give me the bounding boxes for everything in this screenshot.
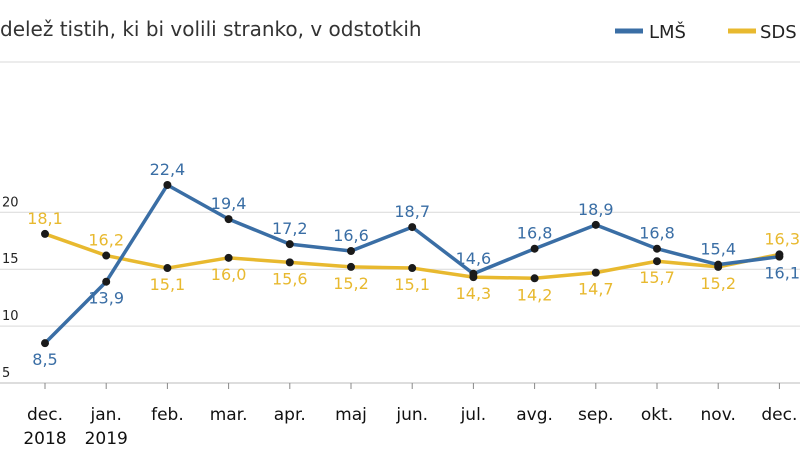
data-point-sds	[102, 251, 111, 260]
data-label-lms: 16,8	[517, 224, 553, 243]
x-tick-label: sep.	[578, 405, 614, 425]
data-label-lms: 15,4	[700, 240, 736, 259]
data-point-sds	[591, 268, 600, 277]
data-label-sds: 15,7	[639, 268, 675, 287]
data-label-sds: 16,2	[88, 231, 124, 250]
data-point-lms	[408, 223, 417, 232]
legend-label-sds: SDS	[760, 22, 797, 43]
data-point-lms	[102, 277, 111, 286]
data-label-sds: 15,1	[394, 275, 430, 294]
y-tick-label: 15	[2, 252, 19, 267]
data-label-lms: 14,6	[456, 249, 492, 268]
legend: LMŠ SDS	[615, 21, 797, 43]
data-point-lms	[163, 180, 172, 189]
data-label-sds: 15,2	[333, 274, 369, 293]
y-axis-ticks: 5 10 15 20	[2, 195, 19, 381]
x-tick-label: 2018	[23, 429, 66, 449]
x-tick-label: avg.	[516, 405, 553, 425]
data-label-lms: 16,6	[333, 226, 369, 245]
x-tick-label: mar.	[210, 405, 248, 425]
legend-label-lms: LMŠ	[649, 21, 686, 43]
data-point-sds	[408, 264, 417, 273]
data-label-lms: 8,5	[32, 350, 57, 369]
data-point-sds	[41, 229, 49, 238]
data-label-lms: 16,1	[764, 264, 800, 283]
series	[41, 180, 784, 348]
x-tick-label: jun.	[395, 405, 428, 425]
data-point-lms	[714, 260, 723, 269]
x-axis-ticks: dec. 2018 jan. 2019 feb. mar. apr. maj jun. jul. a…	[0, 382, 800, 449]
data-label-lms: 22,4	[150, 160, 186, 179]
data-point-sds	[163, 264, 172, 273]
data-label-lms: 17,2	[272, 219, 308, 238]
data-point-lms	[653, 244, 661, 253]
y-tick-label: 10	[2, 309, 19, 324]
x-tick-label: 2019	[85, 429, 128, 449]
data-label-sds: 18,1	[27, 209, 63, 228]
data-label-sds: 16,3	[764, 229, 800, 248]
data-label-sds: 15,2	[700, 274, 736, 293]
data-point-lms	[347, 246, 355, 255]
data-point-lms	[41, 339, 49, 348]
data-label-lms: 16,8	[639, 224, 675, 243]
data-label-sds: 14,2	[517, 285, 553, 304]
data-point-sds	[285, 258, 294, 267]
x-tick-label: okt.	[641, 405, 673, 425]
data-point-lms	[469, 269, 478, 278]
data-label-sds: 16,0	[211, 265, 247, 284]
data-label-sds: 15,6	[272, 269, 308, 288]
data-point-sds	[653, 257, 661, 266]
data-point-lms	[530, 244, 539, 253]
data-label-lms: 18,7	[394, 202, 430, 221]
x-tick-label: maj	[335, 405, 367, 425]
data-point-sds	[530, 274, 539, 283]
x-tick-label: jan.	[90, 405, 122, 425]
data-point-lms	[775, 252, 784, 261]
x-tick-label: jul.	[460, 405, 487, 425]
data-point-lms	[591, 220, 600, 229]
x-tick-label: nov.	[701, 405, 736, 425]
data-point-lms	[285, 240, 294, 249]
x-tick-label: dec.	[27, 405, 63, 425]
data-point-sds	[224, 253, 233, 262]
data-label-lms: 13,9	[88, 289, 124, 308]
data-label-lms: 19,4	[211, 194, 247, 213]
data-label-sds: 15,1	[150, 275, 186, 294]
x-tick-label: dec.	[761, 405, 797, 425]
gridlines	[0, 61, 800, 384]
data-labels: 8,5 18,1 13,9 16,2 22,4 15,1 19,4 16,0 17,2 15,6 1…	[27, 160, 800, 369]
y-tick-label: 5	[2, 366, 10, 381]
y-tick-label: 20	[2, 195, 19, 210]
data-label-sds: 14,7	[578, 280, 614, 299]
x-tick-label: apr.	[274, 405, 306, 425]
chart-subtitle: delež tistih, ki bi volili stranko, v od…	[0, 17, 422, 41]
data-point-sds	[347, 262, 355, 271]
data-label-lms: 18,9	[578, 200, 614, 219]
data-label-sds: 14,3	[456, 284, 492, 303]
data-point-lms	[224, 215, 233, 224]
x-tick-label: feb.	[151, 405, 184, 425]
